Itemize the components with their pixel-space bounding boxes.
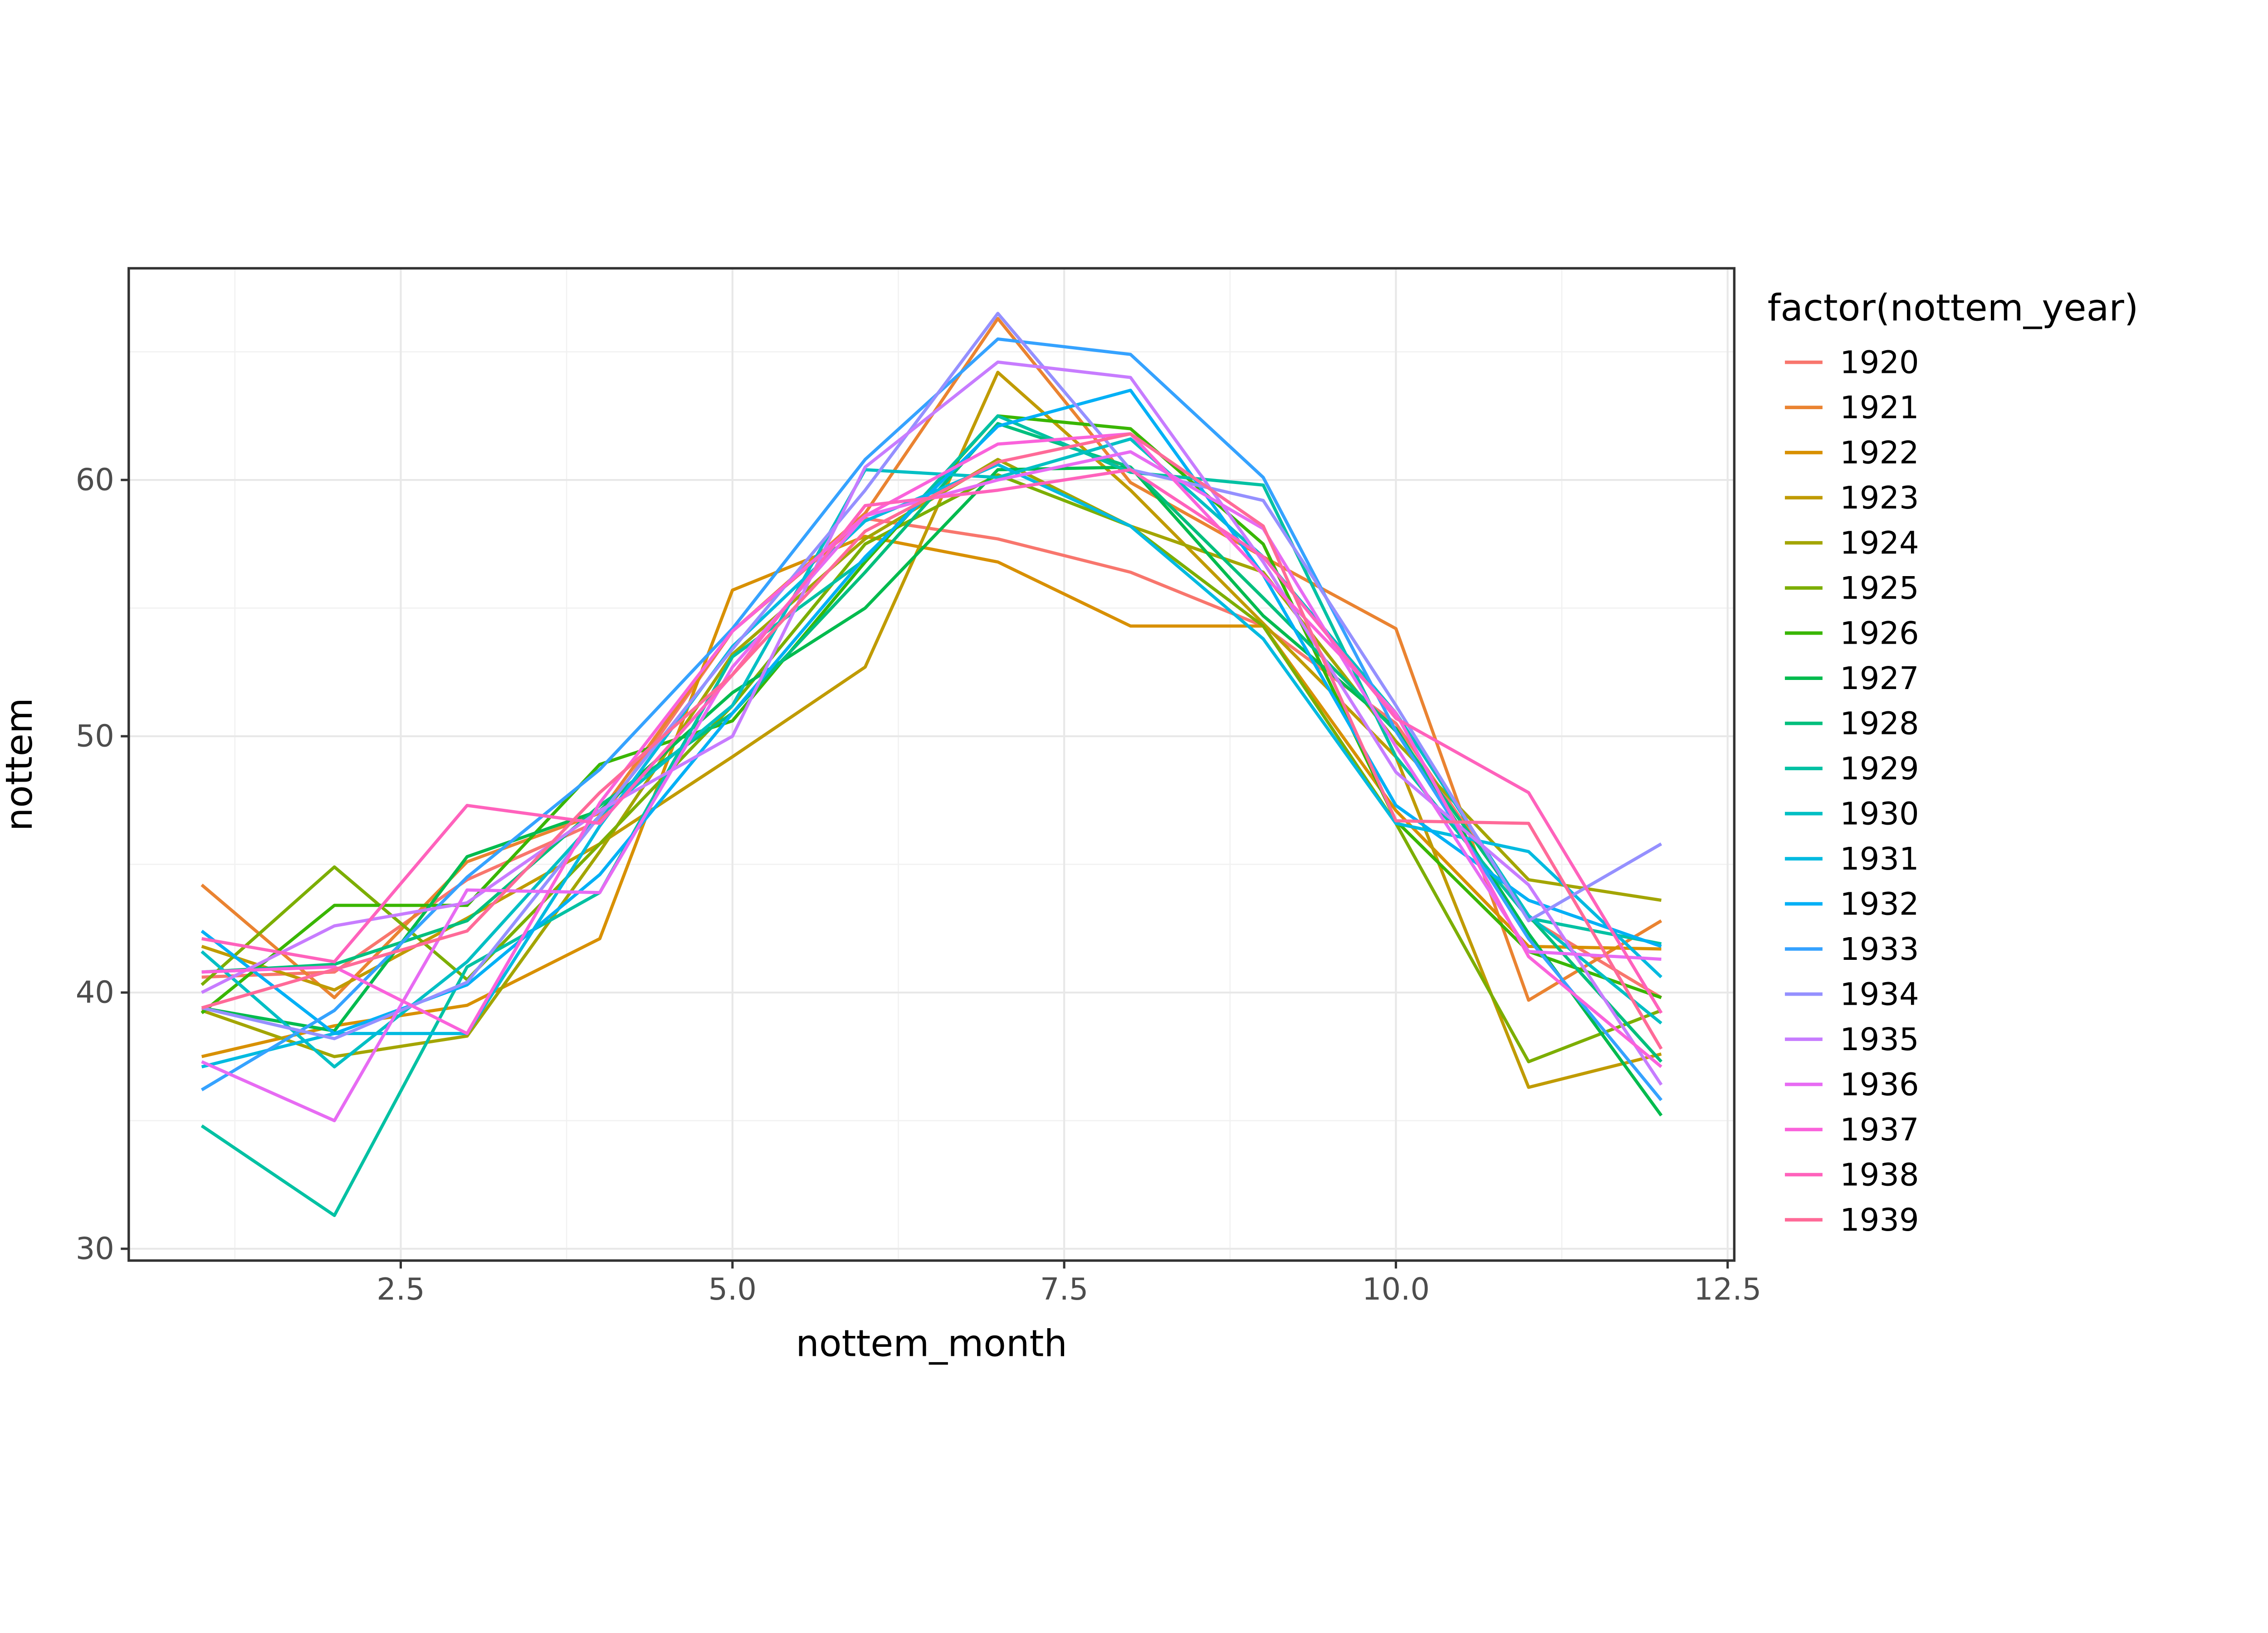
x-axis-title: nottem_month: [796, 1322, 1067, 1365]
legend-label-1937: 1937: [1840, 1112, 1919, 1148]
legend-label-1921: 1921: [1840, 390, 1919, 426]
x-tick-label: 10.0: [1362, 1271, 1430, 1307]
plot-panel: [128, 268, 1735, 1261]
legend-label-1938: 1938: [1840, 1157, 1919, 1193]
grid-major: [128, 268, 1735, 1261]
grid-minor: [128, 268, 1735, 1261]
series-line-1930: [200, 437, 1662, 1069]
x-tick-label: 2.5: [376, 1271, 425, 1307]
series-line-1925: [200, 473, 1662, 1064]
series-line-1939: [201, 432, 1663, 1050]
legend: factor(nottem_year) 1920 1921 1922 1923 1924…: [1768, 287, 2139, 1238]
legend-label-1928: 1928: [1840, 706, 1919, 742]
legend-label-1934: 1934: [1840, 976, 1919, 1012]
legend-label-1933: 1933: [1840, 931, 1919, 968]
legend-label-1929: 1929: [1840, 751, 1919, 787]
legend-label-1927: 1927: [1840, 660, 1919, 697]
legend-label-1922: 1922: [1840, 435, 1919, 471]
y-axis-title: nottem: [0, 698, 41, 831]
x-tick-label: 5.0: [709, 1271, 757, 1307]
legend-label-1924: 1924: [1840, 525, 1919, 562]
y-axis: 30 40 50 60: [76, 462, 129, 1266]
legend-label-1931: 1931: [1840, 841, 1919, 877]
x-tick-label: 12.5: [1694, 1271, 1761, 1307]
panel-border: [127, 267, 1736, 1262]
x-axis: 2.5 5.0 7.5 10.0 12.5: [376, 1260, 1761, 1307]
legend-label-1925: 1925: [1840, 570, 1919, 606]
legend-label-1926: 1926: [1840, 616, 1919, 652]
legend-label-1923: 1923: [1840, 480, 1919, 516]
series-line-1935: [201, 360, 1663, 1086]
x-tick-label: 7.5: [1040, 1271, 1088, 1307]
legend-label-1932: 1932: [1840, 886, 1919, 923]
series-lines: [200, 312, 1663, 1217]
legend-label-1930: 1930: [1840, 796, 1919, 832]
legend-label-1936: 1936: [1840, 1066, 1919, 1103]
legend-label-1920: 1920: [1840, 345, 1919, 381]
legend-title: factor(nottem_year): [1768, 287, 2139, 329]
y-tick-label: 40: [76, 974, 114, 1010]
y-tick-label: 30: [76, 1231, 114, 1266]
series-line-1934: [201, 312, 1662, 1041]
legend-label-1935: 1935: [1840, 1022, 1919, 1058]
y-tick-label: 60: [76, 462, 114, 497]
legend-label-1939: 1939: [1840, 1202, 1919, 1238]
series-line-1929: [200, 414, 1662, 1217]
legend-entries: 1920 1921 1922 1923 1924 1925 1926 1927 1928 1929…: [1784, 345, 1919, 1238]
series-line-1937: [201, 432, 1662, 1068]
y-tick-label: 50: [76, 718, 114, 753]
